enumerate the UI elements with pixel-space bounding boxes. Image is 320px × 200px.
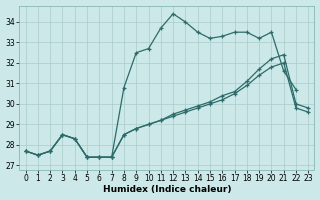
X-axis label: Humidex (Indice chaleur): Humidex (Indice chaleur) — [103, 185, 231, 194]
